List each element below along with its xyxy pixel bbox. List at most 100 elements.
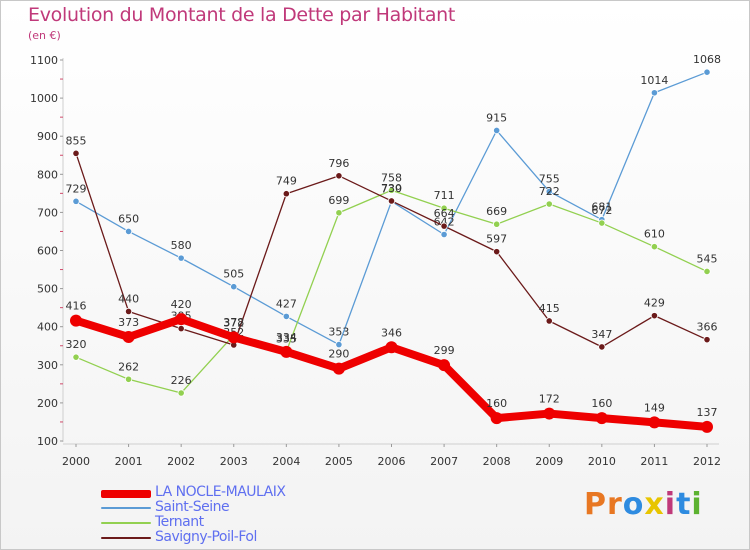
data-point [648,416,661,429]
data-label: 137 [697,406,718,419]
data-point [124,227,133,236]
data-label: 160 [591,397,612,410]
data-point [493,248,501,256]
data-point [703,336,711,344]
data-point [280,345,293,358]
data-label: 672 [591,204,612,217]
y-tick-label: 300 [37,359,58,372]
data-label: 642 [434,215,455,228]
data-label: 669 [486,205,507,218]
data-point [124,375,133,383]
data-label: 335 [276,332,297,345]
logo-letter: t [676,487,692,522]
data-label: 758 [381,171,402,184]
data-point [598,219,606,227]
y-tick-label: 600 [37,245,58,258]
legend-swatch-saint-seine [101,507,151,509]
data-label: 722 [539,185,560,198]
x-tick-label: 2009 [535,455,563,468]
legend-swatch-la-nocle-maulaix [101,490,151,498]
data-point [177,325,185,333]
y-tick-label: 800 [37,168,58,181]
y-tick-label: 700 [37,206,58,219]
x-tick-label: 2004 [272,455,300,468]
data-point [438,359,451,372]
data-point [440,230,448,239]
data-point [70,314,82,327]
x-tick-label: 2011 [640,455,668,468]
data-label: 855 [66,134,87,147]
logo-letter: i [691,487,703,522]
data-point [122,330,135,343]
data-label: 226 [171,374,192,387]
x-tick-label: 2012 [693,455,721,468]
data-label: 320 [66,338,87,351]
x-tick-label: 2001 [115,455,143,468]
data-point [177,254,185,262]
data-label: 681 [591,201,612,214]
x-tick-label: 2006 [378,455,406,468]
data-label: 545 [697,252,718,265]
data-label: 664 [434,207,455,220]
data-label: 378 [223,316,244,329]
data-point [490,412,503,425]
data-point [387,197,396,205]
data-label: 347 [591,328,612,341]
legend-item: LA NOCLE-MAULAIX [101,484,401,500]
x-tick-label: 2010 [588,455,616,468]
data-point [282,312,290,321]
data-label: 796 [328,157,349,170]
data-label: 1068 [693,53,721,66]
data-point [545,317,553,325]
data-label: 699 [328,194,349,207]
x-tick-label: 2003 [220,455,248,468]
data-point [124,307,133,316]
legend-label: Savigny-Poil-Fol [155,529,257,545]
y-tick-label: 900 [37,130,58,143]
data-point [335,209,343,217]
data-point [440,222,448,230]
data-point [332,362,345,375]
data-point [598,343,606,351]
data-label: 334 [276,331,297,344]
x-tick-label: 2005 [325,455,353,468]
data-point [175,313,188,326]
data-point [703,68,711,76]
data-point [72,197,80,205]
data-point [493,220,501,228]
data-point [545,200,553,208]
data-point [230,283,238,291]
data-label: 366 [697,321,718,334]
chart-subtitle: (en €) [28,29,61,42]
x-tick-label: 2007 [430,455,458,468]
data-label: 160 [486,397,507,410]
data-label: 749 [276,175,297,188]
data-point [387,186,396,194]
data-point [385,341,398,354]
data-label: 420 [171,298,192,311]
data-label: 172 [539,393,560,406]
data-label: 580 [171,239,192,252]
data-label: 416 [66,300,87,313]
legend-item: Savigny-Poil-Fol [101,529,401,545]
y-tick-label: 500 [37,283,58,296]
chart-title: Evolution du Montant de la Dette par Hab… [28,4,456,26]
data-label: 427 [276,297,297,310]
legend-label: Ternant [155,514,204,530]
y-tick-label: 400 [37,321,58,334]
data-label: 440 [118,292,139,305]
x-tick-label: 2000 [62,455,90,468]
series-line [75,189,708,394]
data-label: 373 [118,316,139,329]
data-label: 299 [434,344,455,357]
data-point [335,172,343,180]
data-point [543,407,556,420]
proxiti-logo: Proxiti [584,487,703,522]
data-label: 372 [223,316,244,329]
data-point [545,187,553,196]
data-label: 1014 [640,74,668,87]
logo-letter: o [622,487,645,522]
data-point [701,420,713,433]
